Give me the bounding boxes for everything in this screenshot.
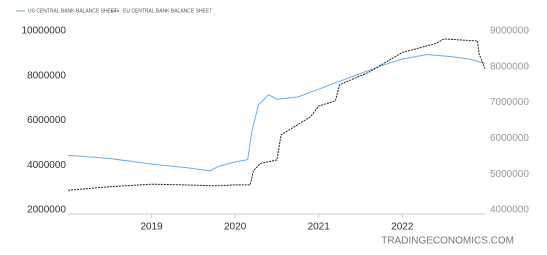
y-tick-label: 4000000 bbox=[27, 160, 66, 171]
y2-tick-label: 6000000 bbox=[490, 133, 529, 144]
x-tick-label: 2020 bbox=[224, 222, 247, 233]
y-tick-label: 2000000 bbox=[27, 205, 66, 216]
y2-tick-label: 5000000 bbox=[490, 169, 529, 180]
series-line bbox=[67, 38, 486, 191]
y2-tick-label: 9000000 bbox=[490, 26, 529, 37]
legend-label: US CENTRAL BANK BALANCE SHEET bbox=[28, 8, 117, 14]
y-tick-label: 10000000 bbox=[22, 26, 67, 37]
x-tick-label: 2021 bbox=[308, 222, 331, 233]
series-line bbox=[67, 53, 486, 172]
legend-label: EU CENTRAL BANK BALANCE SHEET bbox=[123, 8, 212, 14]
x-tick-label: 2019 bbox=[140, 222, 163, 233]
y-tick-label: 8000000 bbox=[27, 70, 66, 81]
x-tick-label: 2022 bbox=[391, 222, 414, 233]
y-tick-label: 6000000 bbox=[27, 115, 66, 126]
watermark: TRADINGECONOMICS.COM bbox=[381, 236, 514, 247]
y2-tick-label: 8000000 bbox=[490, 61, 529, 72]
y2-tick-label: 4000000 bbox=[490, 205, 529, 216]
y2-tick-label: 7000000 bbox=[490, 97, 529, 108]
